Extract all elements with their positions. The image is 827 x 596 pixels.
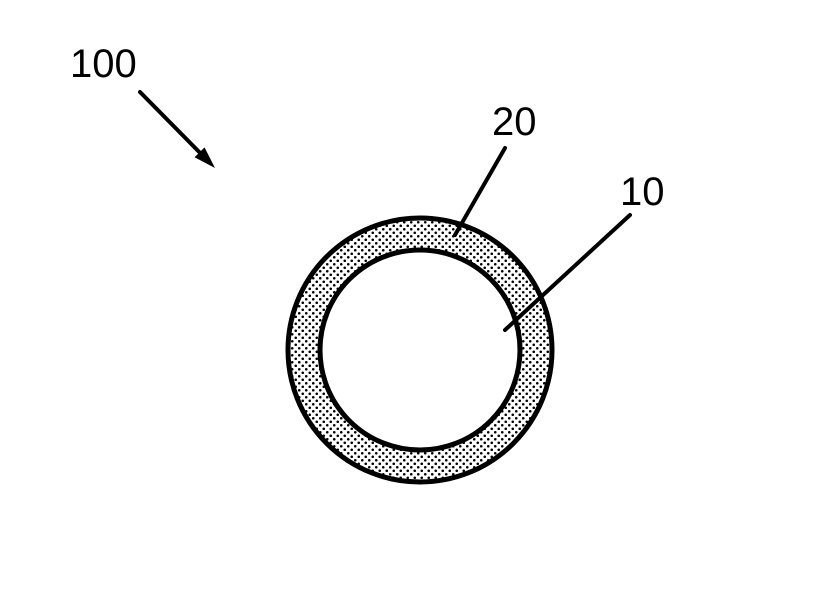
assembly-arrow-shaft	[140, 92, 206, 159]
inner-core	[320, 250, 520, 450]
diagram-svg	[0, 0, 827, 596]
label-inner-core: 10	[620, 170, 665, 215]
leader-outer	[455, 148, 505, 235]
label-outer-ring: 20	[492, 100, 537, 145]
diagram-canvas: 100 20 10	[0, 0, 827, 596]
label-assembly: 100	[70, 42, 137, 87]
